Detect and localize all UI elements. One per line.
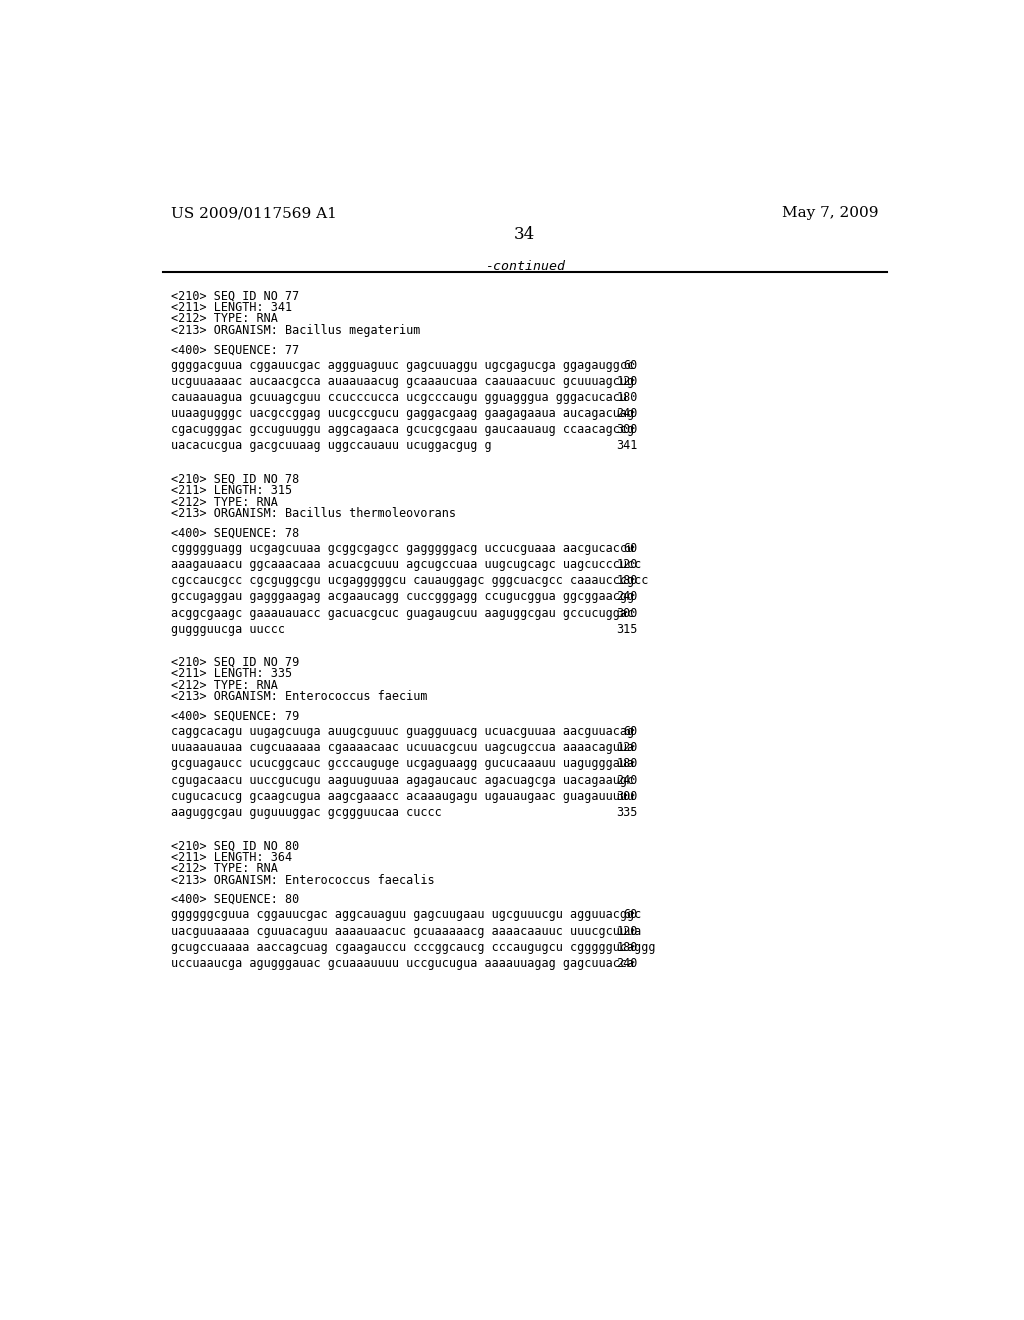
Text: <210> SEQ ID NO 80: <210> SEQ ID NO 80 (171, 840, 299, 853)
Text: cugucacucg gcaagcugua aagcgaaacc acaaaugagu ugauaugaac guagauuuuu: cugucacucg gcaagcugua aagcgaaacc acaaaug… (171, 789, 634, 803)
Text: <210> SEQ ID NO 77: <210> SEQ ID NO 77 (171, 289, 299, 302)
Text: <400> SEQUENCE: 80: <400> SEQUENCE: 80 (171, 892, 299, 906)
Text: 120: 120 (616, 742, 638, 754)
Text: <213> ORGANISM: Enterococcus faecium: <213> ORGANISM: Enterococcus faecium (171, 690, 427, 704)
Text: US 2009/0117569 A1: US 2009/0117569 A1 (171, 206, 337, 220)
Text: guggguucga uuccc: guggguucga uuccc (171, 623, 285, 636)
Text: uacguuaaaaa cguuacaguu aaaauaacuc gcuaaaaacg aaaacaauuc uuucgcuuua: uacguuaaaaa cguuacaguu aaaauaacuc gcuaaa… (171, 924, 641, 937)
Text: uacacucgua gacgcuuaag uggccauauu ucuggacgug g: uacacucgua gacgcuuaag uggccauauu ucuggac… (171, 440, 492, 453)
Text: 120: 120 (616, 924, 638, 937)
Text: <213> ORGANISM: Bacillus thermoleovorans: <213> ORGANISM: Bacillus thermoleovorans (171, 507, 456, 520)
Text: 60: 60 (624, 725, 638, 738)
Text: 180: 180 (616, 758, 638, 771)
Text: 180: 180 (616, 391, 638, 404)
Text: acggcgaagc gaaauauacc gacuacgcuc guagaugcuu aaguggcgau gccucuggac: acggcgaagc gaaauauacc gacuacgcuc guagaug… (171, 607, 634, 619)
Text: <210> SEQ ID NO 78: <210> SEQ ID NO 78 (171, 473, 299, 486)
Text: <211> LENGTH: 315: <211> LENGTH: 315 (171, 484, 292, 498)
Text: May 7, 2009: May 7, 2009 (782, 206, 879, 220)
Text: <400> SEQUENCE: 78: <400> SEQUENCE: 78 (171, 527, 299, 540)
Text: ggggacguua cggauucgac aggguaguuc gagcuuaggu ugcgagucga ggagauggcc: ggggacguua cggauucgac aggguaguuc gagcuua… (171, 359, 634, 372)
Text: cgccaucgcc cgcguggcgu ucgagggggcu cauauggagc gggcuacgcc caaaucccgcc: cgccaucgcc cgcguggcgu ucgagggggcu cauaug… (171, 574, 648, 587)
Text: 60: 60 (624, 359, 638, 372)
Text: 335: 335 (616, 807, 638, 818)
Text: <212> TYPE: RNA: <212> TYPE: RNA (171, 496, 278, 508)
Text: 34: 34 (514, 226, 536, 243)
Text: <400> SEQUENCE: 77: <400> SEQUENCE: 77 (171, 343, 299, 356)
Text: <211> LENGTH: 335: <211> LENGTH: 335 (171, 668, 292, 680)
Text: <212> TYPE: RNA: <212> TYPE: RNA (171, 678, 278, 692)
Text: uuaagugggc uacgccggag uucgccgucu gaggacgaag gaagagaaua aucagacuag: uuaagugggc uacgccggag uucgccgucu gaggacg… (171, 407, 634, 420)
Text: 60: 60 (624, 543, 638, 554)
Text: ucguuaaaac aucaacgcca auaauaacug gcaaaucuaa caauaacuuc gcuuuagcug: ucguuaaaac aucaacgcca auaauaacug gcaaauc… (171, 375, 634, 388)
Text: 315: 315 (616, 623, 638, 636)
Text: 120: 120 (616, 375, 638, 388)
Text: 240: 240 (616, 590, 638, 603)
Text: 240: 240 (616, 774, 638, 787)
Text: 60: 60 (624, 908, 638, 921)
Text: <213> ORGANISM: Bacillus megaterium: <213> ORGANISM: Bacillus megaterium (171, 323, 420, 337)
Text: <211> LENGTH: 341: <211> LENGTH: 341 (171, 301, 292, 314)
Text: cggggguagg ucgagcuuaa gcggcgagcc gagggggacg uccucguaaa aacgucaccu: cggggguagg ucgagcuuaa gcggcgagcc gaggggg… (171, 543, 634, 554)
Text: <211> LENGTH: 364: <211> LENGTH: 364 (171, 850, 292, 863)
Text: 341: 341 (616, 440, 638, 453)
Text: 240: 240 (616, 957, 638, 970)
Text: caggcacagu uugagcuuga auugcguuuc guagguuacg ucuacguuaa aacguuacag: caggcacagu uugagcuuga auugcguuuc guagguu… (171, 725, 634, 738)
Text: aaagauaacu ggcaaacaaa acuacgcuuu agcugccuaa uugcugcagc uagcucccucc: aaagauaacu ggcaaacaaa acuacgcuuu agcugcc… (171, 558, 641, 572)
Text: aaguggcgau guguuuggac gcggguucaa cuccc: aaguggcgau guguuuggac gcggguucaa cuccc (171, 807, 441, 818)
Text: 180: 180 (616, 941, 638, 954)
Text: 300: 300 (616, 424, 638, 437)
Text: gcugccuaaaa aaccagcuag cgaagauccu cccggcaucg cccaugugcu cgggggucaggg: gcugccuaaaa aaccagcuag cgaagauccu cccggc… (171, 941, 655, 954)
Text: 180: 180 (616, 574, 638, 587)
Text: ggggggcguua cggauucgac aggcauaguu gagcuugaau ugcguuucgu agguuacggc: ggggggcguua cggauucgac aggcauaguu gagcuu… (171, 908, 641, 921)
Text: uccuaaucga agugggauac gcuaaauuuu uccgucugua aaaauuagag gagcuuacca: uccuaaucga agugggauac gcuaaauuuu uccgucu… (171, 957, 634, 970)
Text: 240: 240 (616, 407, 638, 420)
Text: <212> TYPE: RNA: <212> TYPE: RNA (171, 862, 278, 875)
Text: cauaauagua gcuuagcguu ccucccucca ucgcccaugu gguagggua gggacucacu: cauaauagua gcuuagcguu ccucccucca ucgccca… (171, 391, 627, 404)
Text: <400> SEQUENCE: 79: <400> SEQUENCE: 79 (171, 710, 299, 723)
Text: gcguagaucc ucucggcauc gcccauguge ucgaguaagg gucucaaauu uagugggaua: gcguagaucc ucucggcauc gcccauguge ucgagua… (171, 758, 634, 771)
Text: <210> SEQ ID NO 79: <210> SEQ ID NO 79 (171, 656, 299, 669)
Text: uuaaauauaa cugcuaaaaa cgaaaacaac ucuuacgcuu uagcugccua aaaacaguua: uuaaauauaa cugcuaaaaa cgaaaacaac ucuuacg… (171, 742, 634, 754)
Text: 300: 300 (616, 789, 638, 803)
Text: -continued: -continued (484, 260, 565, 273)
Text: gccugaggau gagggaagag acgaaucagg cuccgggagg ccugucggua ggcggaacgg: gccugaggau gagggaagag acgaaucagg cuccggg… (171, 590, 634, 603)
Text: <212> TYPE: RNA: <212> TYPE: RNA (171, 313, 278, 326)
Text: 120: 120 (616, 558, 638, 572)
Text: cgacugggac gccuguuggu aggcagaaca gcucgcgaau gaucaauaug ccaacagccg: cgacugggac gccuguuggu aggcagaaca gcucgcg… (171, 424, 634, 437)
Text: 300: 300 (616, 607, 638, 619)
Text: <213> ORGANISM: Enterococcus faecalis: <213> ORGANISM: Enterococcus faecalis (171, 874, 434, 887)
Text: cgugacaacu uuccgucugu aaguuguuaa agagaucauc agacuagcga uacagaaugc: cgugacaacu uuccgucugu aaguuguuaa agagauc… (171, 774, 634, 787)
